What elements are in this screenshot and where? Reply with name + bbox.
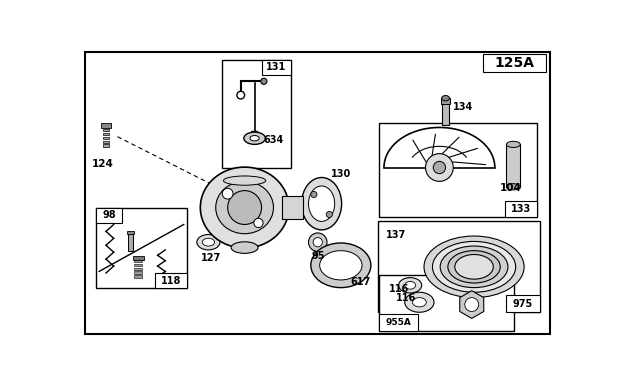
Text: 137: 137 (386, 230, 405, 240)
Text: 634: 634 (264, 135, 284, 145)
Text: 125A: 125A (494, 56, 534, 70)
Ellipse shape (301, 178, 342, 230)
Text: 133: 133 (511, 204, 531, 214)
Bar (96, 207, 187, 288)
Bar (126, 231, 135, 235)
Ellipse shape (405, 282, 415, 289)
Bar (135, 260, 142, 262)
Ellipse shape (448, 251, 500, 283)
Circle shape (228, 191, 262, 225)
Ellipse shape (202, 238, 215, 246)
Ellipse shape (320, 251, 362, 280)
Text: 98: 98 (102, 210, 116, 220)
Bar (507, 144, 520, 187)
Circle shape (313, 238, 322, 247)
Bar (103, 141, 109, 143)
Text: 104: 104 (500, 183, 522, 193)
Polygon shape (252, 131, 258, 141)
Circle shape (261, 78, 267, 84)
Text: 134: 134 (453, 102, 474, 112)
Bar (378, 222, 539, 312)
Bar (281, 196, 303, 219)
Bar (505, 201, 537, 217)
Bar (103, 129, 109, 131)
Bar (103, 137, 109, 139)
Circle shape (237, 91, 245, 99)
Bar (379, 314, 418, 331)
Ellipse shape (405, 292, 434, 312)
Ellipse shape (197, 235, 220, 250)
Circle shape (433, 161, 446, 174)
Ellipse shape (309, 186, 335, 222)
Bar (443, 98, 449, 125)
Text: 131: 131 (266, 62, 286, 73)
Ellipse shape (200, 167, 289, 248)
Bar (506, 295, 539, 312)
Ellipse shape (244, 132, 265, 144)
Ellipse shape (455, 254, 494, 279)
Ellipse shape (311, 243, 371, 288)
Circle shape (311, 191, 317, 197)
Ellipse shape (433, 241, 516, 292)
Ellipse shape (424, 236, 524, 298)
Bar (379, 123, 537, 217)
Ellipse shape (441, 96, 450, 101)
Text: 617: 617 (350, 277, 370, 287)
Bar (96, 207, 122, 223)
Ellipse shape (399, 278, 422, 293)
Text: eReplacementParts.com: eReplacementParts.com (208, 187, 428, 205)
Ellipse shape (412, 298, 427, 307)
Text: 124: 124 (92, 159, 114, 169)
Circle shape (425, 154, 453, 181)
Bar (135, 272, 142, 274)
Bar (441, 98, 450, 104)
Text: 118: 118 (161, 276, 181, 286)
Bar (135, 268, 142, 270)
Bar (379, 275, 514, 331)
Text: 127: 127 (201, 253, 221, 262)
Ellipse shape (216, 181, 273, 234)
Bar (262, 60, 291, 75)
Circle shape (254, 219, 263, 228)
Bar (482, 53, 546, 72)
Bar (103, 133, 109, 135)
Circle shape (465, 298, 479, 311)
Ellipse shape (440, 246, 508, 288)
Bar (376, 81, 549, 215)
Text: 130: 130 (331, 170, 351, 180)
Ellipse shape (507, 184, 520, 190)
Bar (102, 123, 110, 128)
Ellipse shape (223, 176, 266, 185)
Text: 116: 116 (389, 284, 409, 294)
Bar (135, 275, 142, 278)
Circle shape (309, 233, 327, 251)
Text: 955A: 955A (386, 318, 412, 327)
Polygon shape (460, 291, 484, 319)
Bar (172, 94, 368, 292)
Circle shape (222, 188, 233, 199)
Bar (154, 273, 187, 288)
Ellipse shape (250, 136, 259, 141)
Bar (103, 144, 109, 147)
Bar (135, 264, 142, 266)
Bar (133, 256, 144, 260)
Ellipse shape (231, 242, 258, 253)
Ellipse shape (507, 141, 520, 147)
Circle shape (326, 211, 332, 218)
Text: 975: 975 (513, 299, 533, 309)
Text: 95: 95 (312, 251, 325, 261)
Bar (221, 60, 291, 167)
Bar (128, 235, 133, 251)
Text: 116: 116 (396, 293, 417, 303)
